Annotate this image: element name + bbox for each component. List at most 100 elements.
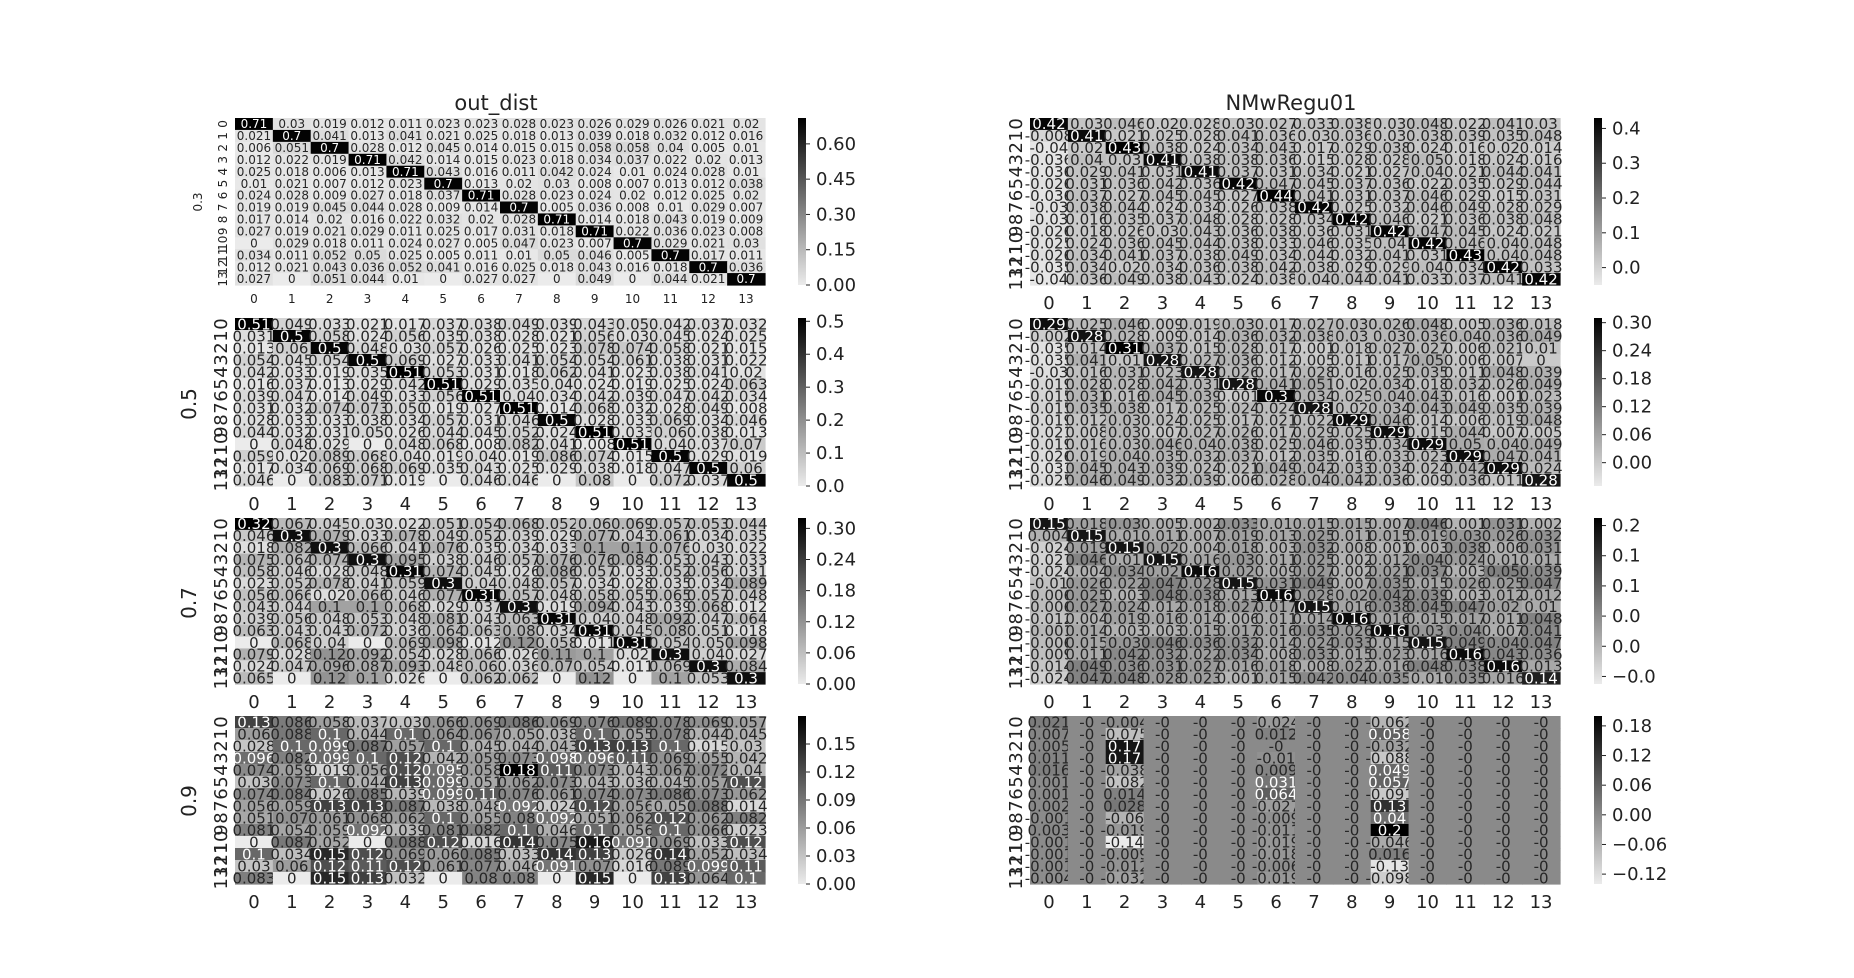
heatmap-cell <box>689 177 728 191</box>
cell-value-label: 0.038 <box>1141 270 1184 288</box>
colorbar-tick-label: 0.3 <box>816 377 845 398</box>
cell-value-label: 0.13 <box>351 869 384 887</box>
x-tick-label: 5 <box>439 292 447 306</box>
heatmap-cell <box>537 129 577 143</box>
y-tick-label: 0 <box>211 518 232 529</box>
cell-value-label: 0.008 <box>729 225 763 239</box>
cell-value-label: 0.039 <box>611 387 654 405</box>
x-tick-label: 2 <box>1119 692 1130 713</box>
x-tick-label: 2 <box>326 292 334 306</box>
cell-value-label: 0.048 <box>346 339 389 357</box>
y-tick-label: 6 <box>216 192 230 200</box>
colorbar-tick-label: 0.15 <box>816 734 856 755</box>
cell-value-label: 0.023 <box>540 117 574 131</box>
heatmap-cell <box>386 366 425 379</box>
cell-value-label: 0.009 <box>729 213 763 227</box>
cell-value-label: 0.062 <box>497 669 540 687</box>
cell-value-label: 0.023 <box>540 189 574 203</box>
heatmap-cell <box>689 342 728 355</box>
heatmap-cell <box>235 342 274 355</box>
x-tick-label: 8 <box>551 692 562 713</box>
heatmap-cell <box>727 330 766 343</box>
heatmap-cell <box>689 153 728 167</box>
heatmap-cell <box>575 402 615 415</box>
cell-value-label: 0.013 <box>729 153 763 167</box>
cell-value-label: 0.028 <box>232 411 275 429</box>
heatmap-cell <box>272 330 312 343</box>
colorbar-tick-label: 0.24 <box>1612 341 1652 362</box>
heatmap-cell <box>462 141 501 155</box>
heatmap-cell <box>500 318 539 331</box>
cell-value-label: 0.7 <box>699 260 718 274</box>
heatmap-cell <box>235 330 274 343</box>
heatmap-cell <box>310 342 350 355</box>
x-tick-label: 12 <box>697 692 720 713</box>
cell-value-label: 0.5 <box>318 339 342 357</box>
cell-value-label: 0.028 <box>497 327 540 345</box>
heatmap-cell <box>386 330 425 343</box>
cell-value-label: 0.037 <box>422 315 465 333</box>
cell-value-label: 0.058 <box>308 327 351 345</box>
cell-value-label: 0.7 <box>282 129 301 143</box>
x-tick-label: 5 <box>437 692 448 713</box>
y-tick-label: 8 <box>211 812 232 823</box>
heatmap-cell <box>424 261 463 274</box>
heatmap-cell <box>310 165 350 179</box>
heatmap-cell <box>386 153 425 167</box>
heatmap-cell <box>310 390 350 403</box>
cell-value-label: 0.024 <box>687 327 730 345</box>
heatmap-cell <box>348 141 388 155</box>
cell-value-label: 0.026 <box>653 117 687 131</box>
cell-value-label: 0.013 <box>350 165 384 179</box>
cell-value-label: 0.7 <box>320 141 339 155</box>
cell-value-label: 0.035 <box>497 375 540 393</box>
heatmap-cell <box>689 189 728 203</box>
x-tick-label: 12 <box>697 494 720 515</box>
cell-value-label: 0.069 <box>384 351 427 369</box>
x-tick-label: 5 <box>437 892 448 913</box>
colorbar-tick-label: 0.00 <box>816 874 856 895</box>
heatmap-cell <box>424 402 463 415</box>
cell-value-label: 0.019 <box>312 153 346 167</box>
x-tick-label: 4 <box>1195 692 1206 713</box>
cell-value-label: 0.012 <box>237 153 271 167</box>
y-tick-label: 4 <box>211 764 232 775</box>
cell-value-label: 0.013 <box>350 129 384 143</box>
x-tick-label: 5 <box>1232 494 1243 515</box>
y-tick-label: 1 <box>1006 530 1027 541</box>
cell-value-label: 0.029 <box>350 225 384 239</box>
cell-value-label: 0.027 <box>350 189 384 203</box>
colorbar-tick-label: 0.06 <box>1612 425 1652 446</box>
cell-value-label: 0.038 <box>649 363 692 381</box>
heatmap-cell <box>348 273 388 286</box>
heatmap-cell <box>272 366 312 379</box>
cell-value-label: 0.023 <box>464 117 498 131</box>
cell-value-label: 0.049 <box>577 272 611 286</box>
heatmap-cell <box>424 414 463 427</box>
cell-value-label: 0.027 <box>464 272 498 286</box>
cell-value-label: 0.005 <box>464 236 498 250</box>
cell-value-label: 0.035 <box>422 327 465 345</box>
cell-value-label: 0.03 <box>543 177 570 191</box>
x-tick-label: 1 <box>1081 892 1092 913</box>
colorbar-tick-label: 0.45 <box>816 169 856 190</box>
heatmap-cell <box>386 354 425 367</box>
cell-value-label: 0.025 <box>691 189 725 203</box>
x-tick-label: 9 <box>1384 692 1395 713</box>
cell-value-label: 0.014 <box>464 201 498 215</box>
cell-value-label: 0.015 <box>540 141 574 155</box>
heatmap-cell <box>727 402 766 415</box>
y-tick-label: 5 <box>211 776 232 787</box>
cell-value-label: 0.51 <box>464 387 497 405</box>
cell-value-label: 0.074 <box>611 339 654 357</box>
cell-value-label: 0.047 <box>1065 669 1108 687</box>
heatmap-cell <box>613 129 653 143</box>
heatmap-cell <box>537 354 577 367</box>
cell-value-label: 0.074 <box>308 399 351 417</box>
row-label-3: 0.7 <box>177 587 201 619</box>
heatmap-cell <box>651 165 690 179</box>
y-tick-label: 4 <box>1006 166 1027 177</box>
heatmap-cell <box>235 141 274 155</box>
x-tick-label: 0 <box>1043 892 1054 913</box>
